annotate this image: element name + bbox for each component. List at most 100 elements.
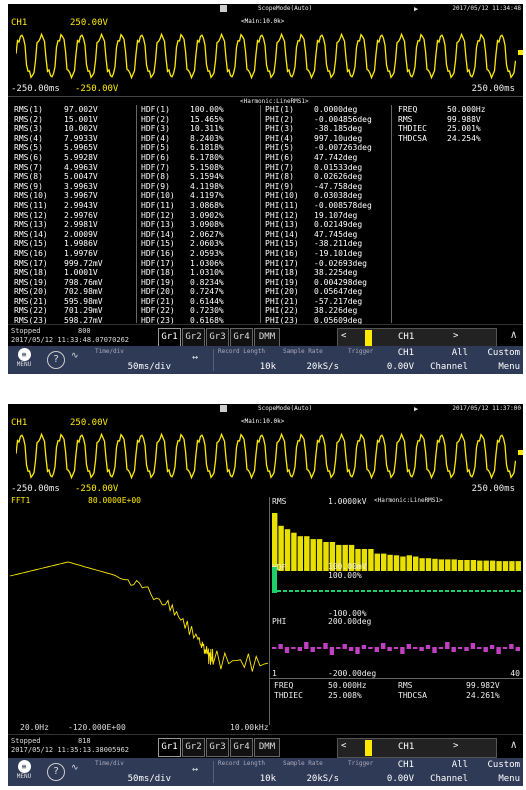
chevron-up-icon[interactable]: ∧ <box>510 738 517 751</box>
rms-bar <box>406 555 412 571</box>
help-button[interactable]: ? <box>47 763 65 781</box>
rms-bar <box>304 536 310 571</box>
next-channel-button[interactable]: > <box>453 331 459 341</box>
zoom-icon[interactable]: ↔ <box>192 352 199 363</box>
hdf-row-label: HDF(14) <box>141 229 175 239</box>
trigger-button[interactable]: Trigger CH1 0.00V <box>348 348 414 372</box>
hdf-row-value: 4.1197% <box>190 191 224 201</box>
waveform-area[interactable]: CH1 250.00V <Main:10.0k> -250.00ms -250.… <box>8 16 523 96</box>
phi-row-value: 47.745deg <box>314 229 358 239</box>
phi-bar <box>297 647 302 651</box>
trigger-level-marker[interactable] <box>518 450 523 455</box>
trigger-button[interactable]: Trigger CH1 0.00V <box>348 760 414 784</box>
rms-row-label: RMS(12) <box>14 210 48 220</box>
menu-button[interactable]: ≡ MENU <box>16 348 32 368</box>
phi-row-value: 0.0000deg <box>314 105 358 114</box>
harmonic-table: <Harmonic:LineRMS1> RMS(1) RMS(2) RMS(3) RM… <box>8 96 523 325</box>
tab-gr3[interactable]: Gr3 <box>206 328 229 347</box>
rms-row-label: RMS(13) <box>14 220 48 230</box>
summary-row-value: 24.254% <box>447 133 481 143</box>
phi-row-label: PHI(4) <box>265 133 294 143</box>
tab-gr1[interactable]: Gr1 <box>158 328 181 347</box>
tab-dmm[interactable]: DMM <box>254 328 280 347</box>
waveform-icon[interactable]: ∿ <box>71 763 79 773</box>
fft-area[interactable]: FFT1 80.0000E+00 20.0Hz -120.000E+00 10.… <box>8 496 523 734</box>
time-left: -250.00ms <box>11 484 60 494</box>
tab-dmm[interactable]: DMM <box>254 738 280 757</box>
main-zoom-label: <Main:10.0k> <box>241 18 285 25</box>
all-channel-button[interactable]: All Channel <box>430 760 468 784</box>
summary-row-value: 50.000Hz <box>447 105 486 114</box>
tab-gr4[interactable]: Gr4 <box>230 738 253 757</box>
hdf-row-label: HDF(10) <box>141 191 175 201</box>
fft-trace <box>9 561 269 672</box>
phi-bar <box>368 647 373 649</box>
phi-row-value: -0.02693deg <box>314 258 367 268</box>
phi-bar <box>502 647 508 649</box>
custom-menu-button[interactable]: Custom Menu <box>487 760 520 784</box>
timediv-button[interactable]: Time/div 50ms/div <box>95 760 171 784</box>
waveform-icon[interactable]: ∿ <box>71 351 79 361</box>
sample-rate-button[interactable]: Sample Rate 20kS/s <box>283 348 339 372</box>
zoom-icon[interactable]: ↔ <box>192 764 199 775</box>
rms-row-label: RMS(19) <box>14 277 48 287</box>
all-channel-button[interactable]: All Channel <box>430 348 468 372</box>
fft-freq-right: 10.00kHz <box>230 723 269 732</box>
volt-scale: 250.00V <box>70 18 108 28</box>
record-length-button[interactable]: Record Length 10k <box>218 760 276 784</box>
rms-bar <box>509 561 515 571</box>
prev-channel-button[interactable]: < <box>341 741 347 751</box>
rms-bar <box>438 559 445 571</box>
divider <box>213 761 214 783</box>
tab-gr4[interactable]: Gr4 <box>230 328 253 347</box>
rms-bar <box>445 559 451 571</box>
phi-bar <box>445 642 450 649</box>
rms-bar <box>393 555 400 571</box>
hdf-row-label: HDF(18) <box>141 268 175 278</box>
phi-row-label: PHI(16) <box>265 248 299 258</box>
scope-mode: ScopeMode(Auto) <box>258 5 313 12</box>
divider <box>270 678 523 679</box>
rms-row-value: 702.98mV <box>64 287 103 297</box>
rms-bar <box>316 539 323 571</box>
rms-bar <box>278 525 284 571</box>
prev-channel-button[interactable]: < <box>341 331 347 341</box>
waveform-area[interactable]: CH1 250.00V <Main:10.0k> -250.00ms -250.… <box>8 416 523 496</box>
phi-row-value: 38.225deg <box>314 268 358 278</box>
tab-gr1[interactable]: Gr1 <box>158 738 181 757</box>
menu-button[interactable]: ≡ MENU <box>16 760 32 780</box>
phi-row-value: -0.008578deg <box>314 200 372 210</box>
rms-row-value: 7.9933V <box>64 133 98 143</box>
phi-row-value: 0.03038deg <box>314 191 363 201</box>
rms-bar <box>291 532 297 571</box>
phi-row-label: PHI(5) <box>265 143 294 153</box>
phi-bar <box>348 647 354 651</box>
tab-gr3[interactable]: Gr3 <box>206 738 229 757</box>
hdf-row-label: HDF(19) <box>141 277 175 287</box>
next-channel-button[interactable]: > <box>453 741 459 751</box>
help-button[interactable]: ? <box>47 351 65 369</box>
hdf-row-value: 0.8234% <box>190 277 224 287</box>
phi-row-label: PHI(23) <box>265 316 299 326</box>
phi-row-label: PHI(2) <box>265 114 294 124</box>
tab-gr2[interactable]: Gr2 <box>182 738 205 757</box>
sample-rate-button[interactable]: Sample Rate 20kS/s <box>283 760 339 784</box>
rms-bar <box>310 539 316 571</box>
phi-row-label: PHI(20) <box>265 287 299 297</box>
hdf-row-label: HDF(5) <box>141 143 170 153</box>
waveform-trace <box>16 432 516 480</box>
chevron-up-icon[interactable]: ∧ <box>510 328 517 341</box>
trigger-level-marker[interactable] <box>518 50 523 55</box>
record-length-button[interactable]: Record Length 10k <box>218 348 276 372</box>
channel-nav[interactable]: < CH1 > <box>337 738 497 758</box>
custom-menu-button[interactable]: Custom Menu <box>487 348 520 372</box>
phi-bar <box>291 647 296 649</box>
phi-row-value: -38.211deg <box>314 239 363 249</box>
channel-nav[interactable]: < CH1 > <box>337 328 497 348</box>
phi-row-label: PHI(12) <box>265 210 299 220</box>
thdiec-label: THDIEC <box>274 691 303 700</box>
timediv-button[interactable]: Time/div 50ms/div <box>95 348 171 372</box>
hdf-row-label: HDF(11) <box>141 200 175 210</box>
tab-gr2[interactable]: Gr2 <box>182 328 205 347</box>
rms-bar <box>419 558 425 571</box>
